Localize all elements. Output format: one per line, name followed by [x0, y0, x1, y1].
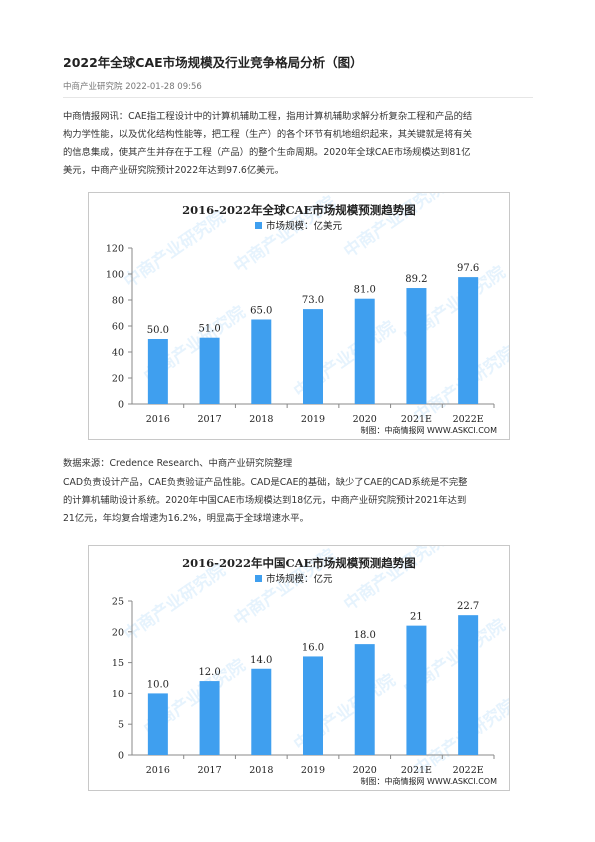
bar	[354, 298, 375, 404]
x-tick-label: 2016	[146, 414, 170, 425]
paragraph-intro: 中商情报网讯：CAE指工程设计中的计算机辅助工程，指用计算机辅助求解分析复杂工程…	[63, 108, 535, 180]
y-tick-label: 15	[112, 658, 124, 669]
x-tick-label: 2016	[146, 765, 170, 776]
article-meta: 中商产业研究院 2022-01-28 09:56	[63, 82, 202, 92]
china-cae-chart: 中商产业研究院 中商产业研究院 中商产业研究院 中商产业研究院 中商产业研究院 中商产业研…	[88, 545, 510, 791]
bar	[251, 319, 272, 404]
bar-value-label: 16.0	[302, 642, 324, 653]
bar-value-label: 89.2	[405, 274, 427, 285]
bar	[199, 337, 220, 404]
x-tick-label: 2019	[301, 414, 325, 425]
y-tick-label: 10	[112, 689, 124, 700]
divider	[63, 97, 533, 98]
bar	[147, 339, 168, 404]
paragraph-line: 的计算机辅助设计系统。2020年中国CAE市场规模达到18亿元，中商产业研究院预…	[63, 495, 467, 506]
x-tick-label: 2020	[353, 765, 377, 776]
bar-value-label: 12.0	[198, 667, 220, 678]
y-tick-label: 0	[118, 751, 124, 762]
paragraph-line: CAD负责设计产品，CAE负责验证产品性能。CAD是CAE的基础，缺少了CAE的…	[63, 477, 468, 488]
y-tick-label: 0	[118, 400, 124, 411]
paragraph-line: 美元，中商产业研究院预计2022年达到97.6亿美元。	[63, 165, 285, 176]
x-tick-label: 2017	[197, 765, 221, 776]
bar-value-label: 14.0	[250, 655, 272, 666]
bar	[458, 277, 479, 404]
paragraph-line: 21亿元，年均复合增速为16.2%，明显高于全球增速水平。	[63, 513, 309, 524]
bar-value-label: 18.0	[354, 630, 376, 641]
data-source: 数据来源：Credence Research、中商产业研究院整理	[63, 458, 293, 469]
bar-value-label: 65.0	[250, 306, 272, 317]
paragraph-line: 的信息集成，使其产生并存在于工程（产品）的整个生命周期。2020年全球CAE市场…	[63, 147, 471, 158]
paragraph-china: CAD负责设计产品，CAE负责验证产品性能。CAD是CAE的基础，缺少了CAE的…	[63, 474, 535, 528]
bar-value-label: 73.0	[302, 295, 324, 306]
bar	[303, 656, 323, 755]
x-tick-label: 2018	[249, 765, 273, 776]
bar-value-label: 81.0	[354, 285, 376, 296]
x-tick-label: 2018	[249, 414, 273, 425]
x-tick-label: 2017	[197, 414, 221, 425]
legend-swatch	[255, 222, 262, 229]
y-tick-label: 80	[112, 296, 124, 307]
bar	[251, 668, 272, 755]
chart-title: 2016-2022年中国CAE市场规模预测趋势图	[182, 556, 416, 570]
y-tick-label: 100	[106, 270, 124, 281]
legend-label: 市场规模：亿美元	[266, 220, 343, 232]
bar-value-label: 22.7	[457, 601, 479, 612]
y-tick-label: 5	[118, 720, 124, 731]
bar	[406, 288, 427, 404]
bar	[354, 644, 375, 755]
chart-credit: 制图：中商情报网 WWW.ASKCI.COM	[360, 776, 497, 786]
paragraph-line: 构力学性能，以及优化结构性能等，把工程（生产）的各个环节有机地组织起来，其关键就…	[63, 129, 473, 140]
bar	[147, 693, 168, 755]
y-tick-label: 25	[112, 597, 124, 608]
y-tick-label: 40	[112, 348, 124, 359]
x-tick-label: 2022E	[453, 414, 484, 425]
legend-swatch	[255, 575, 262, 582]
bar-value-label: 97.6	[457, 263, 479, 274]
x-tick-label: 2022E	[453, 765, 484, 776]
bar-value-label: 50.0	[147, 325, 169, 336]
legend-label: 市场规模：亿元	[266, 573, 333, 585]
bar-value-label: 21	[410, 612, 423, 623]
article-title: 2022年全球CAE市场规模及行业竞争格局分析（图）	[63, 55, 363, 70]
watermark: 中商产业研究院	[120, 207, 230, 292]
x-tick-label: 2020	[353, 414, 377, 425]
y-tick-label: 20	[112, 374, 124, 385]
watermark: 中商产业研究院	[120, 560, 230, 645]
global-cae-chart: 中商产业研究院 中商产业研究院 中商产业研究院 中商产业研究院 中商产业研究院 中商产业研…	[88, 192, 510, 440]
bar-value-label: 51.0	[198, 324, 220, 335]
bar	[303, 309, 323, 404]
x-tick-label: 2019	[301, 765, 325, 776]
y-tick-label: 120	[106, 244, 124, 255]
x-tick-label: 2021E	[401, 414, 432, 425]
bar-value-label: 10.0	[147, 679, 169, 690]
y-tick-label: 20	[112, 627, 124, 638]
bar	[199, 681, 220, 755]
bar	[458, 615, 479, 755]
paragraph-line: 中商情报网讯：CAE指工程设计中的计算机辅助工程，指用计算机辅助求解分析复杂工程…	[63, 111, 473, 122]
bar	[406, 625, 427, 755]
chart-title: 2016-2022年全球CAE市场规模预测趋势图	[182, 203, 416, 217]
chart-credit: 制图：中商情报网 WWW.ASKCI.COM	[360, 425, 497, 435]
x-tick-label: 2021E	[401, 765, 432, 776]
y-tick-label: 60	[112, 322, 124, 333]
